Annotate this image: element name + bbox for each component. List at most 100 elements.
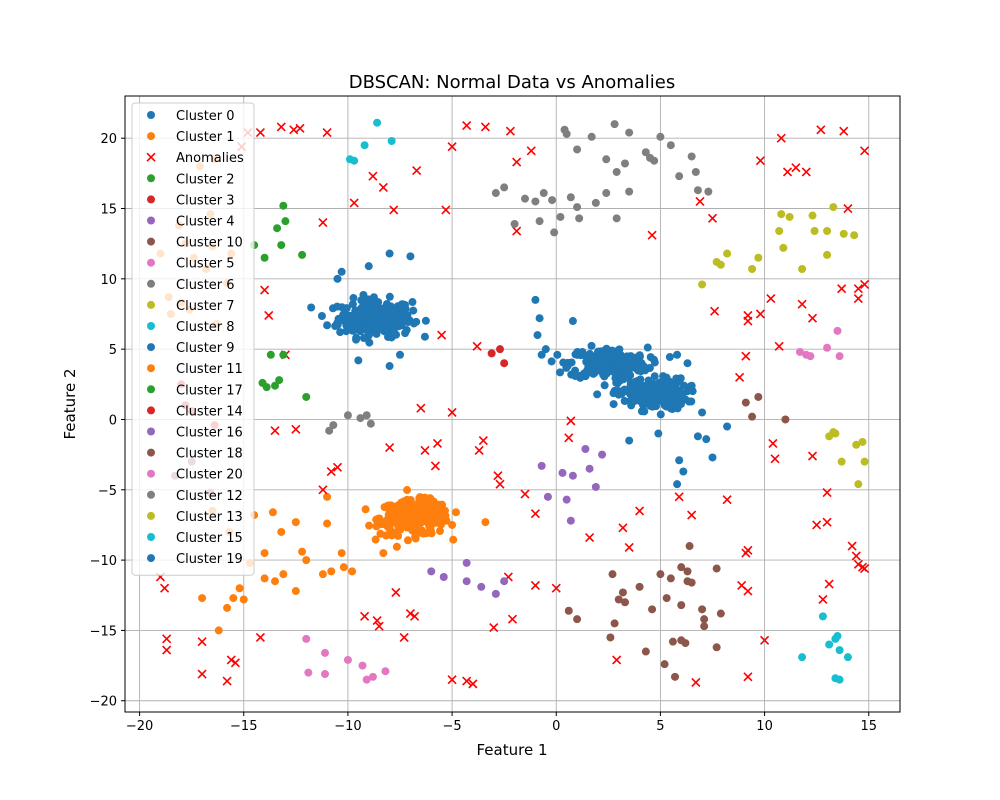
cluster-point [408, 522, 417, 531]
anomaly-point [526, 146, 536, 156]
cluster-point [496, 345, 504, 354]
cluster-point [462, 577, 471, 586]
cluster-point [401, 329, 410, 338]
cluster-point [343, 318, 352, 327]
cluster-point [266, 350, 275, 359]
cluster-point [415, 500, 424, 509]
cluster-point [385, 292, 394, 301]
anomaly-point [551, 583, 561, 593]
legend-box [131, 102, 255, 576]
cluster-point [396, 350, 404, 359]
x-tick-label: 0 [552, 719, 560, 734]
cluster-point [576, 373, 585, 382]
cluster-point [556, 368, 565, 377]
cluster-point [539, 189, 548, 198]
cluster-point [260, 549, 269, 558]
cluster-point [823, 343, 832, 352]
anomaly-point [743, 672, 753, 682]
cluster-point [562, 495, 571, 504]
cluster-point [748, 412, 757, 421]
cluster-point [693, 186, 702, 195]
cluster-point [147, 511, 155, 520]
cluster-point [591, 198, 600, 207]
legend-item: Cluster 19 [147, 552, 243, 567]
cluster-point [535, 217, 544, 226]
y-tick-label: 15 [100, 203, 117, 218]
cluster-point [358, 661, 367, 670]
cluster-point [531, 295, 540, 304]
legend-label: Cluster 7 [176, 299, 235, 314]
anomaly-point [230, 658, 240, 668]
cluster-point [147, 216, 155, 225]
anomaly-point [372, 616, 382, 626]
cluster-point [147, 322, 155, 330]
cluster-point [609, 400, 618, 409]
anomaly-point [495, 479, 505, 489]
cluster-point [550, 228, 559, 237]
anomaly-point [843, 203, 853, 214]
series-cluster-2 [250, 201, 307, 262]
cluster-point [420, 332, 429, 341]
anomaly-point [472, 341, 482, 351]
legend-item: Anomalies [146, 151, 244, 166]
cluster-point [676, 374, 685, 383]
cluster-point [621, 598, 629, 607]
series-cluster-13 [825, 428, 869, 489]
cluster-point [412, 317, 421, 326]
anomaly-point [735, 372, 745, 382]
cluster-point [147, 237, 155, 246]
anomaly-point [295, 123, 305, 133]
legend-item: Cluster 0 [147, 109, 235, 124]
cluster-point [291, 587, 300, 596]
x-tick-label: −15 [230, 719, 257, 734]
anomaly-point [255, 128, 265, 138]
anomaly-point [847, 541, 857, 551]
anomaly-point [768, 438, 778, 448]
anomaly-point [462, 676, 472, 686]
cluster-point [329, 421, 338, 430]
cluster-point [421, 316, 430, 325]
cluster-point [337, 549, 346, 558]
anomaly-point [853, 559, 863, 569]
cluster-point [386, 525, 395, 534]
cluster-point [355, 314, 364, 323]
cluster-point [665, 353, 674, 362]
legend-item: Cluster 6 [147, 278, 235, 293]
cluster-point [568, 471, 577, 480]
y-tick-label: 10 [100, 273, 117, 288]
cluster-point [336, 328, 345, 337]
cluster-point [802, 350, 811, 359]
cluster-point [798, 264, 807, 273]
series-cluster-3 [487, 345, 509, 368]
x-axis-label: Feature 1 [477, 741, 548, 759]
cluster-point [587, 132, 596, 141]
cluster-point [798, 653, 807, 662]
legend-label: Cluster 3 [176, 193, 235, 208]
cluster-point [646, 353, 655, 362]
cluster-point [147, 174, 155, 183]
cluster-point [543, 492, 552, 501]
cluster-point [365, 521, 374, 530]
cluster-point [620, 397, 629, 406]
anomaly-point [818, 594, 828, 605]
cluster-point [362, 411, 371, 420]
cluster-point [435, 527, 444, 536]
cluster-point [687, 381, 696, 390]
cluster-point [779, 243, 788, 252]
anomaly-point [766, 293, 776, 304]
legend-item: Cluster 14 [147, 404, 243, 419]
anomaly-point [801, 167, 811, 177]
cluster-point [382, 531, 391, 540]
cluster-point [399, 501, 408, 510]
anomaly-point [797, 299, 807, 309]
cluster-point [541, 345, 550, 354]
anomaly-point [197, 637, 207, 647]
cluster-point [404, 507, 413, 516]
cluster-point [500, 577, 509, 586]
legend-label: Cluster 9 [176, 341, 235, 356]
legend-label: Cluster 14 [176, 404, 243, 419]
series-anomalies [155, 120, 870, 689]
cluster-point [608, 570, 617, 579]
cluster-point [602, 350, 611, 359]
anomaly-point [566, 416, 576, 426]
